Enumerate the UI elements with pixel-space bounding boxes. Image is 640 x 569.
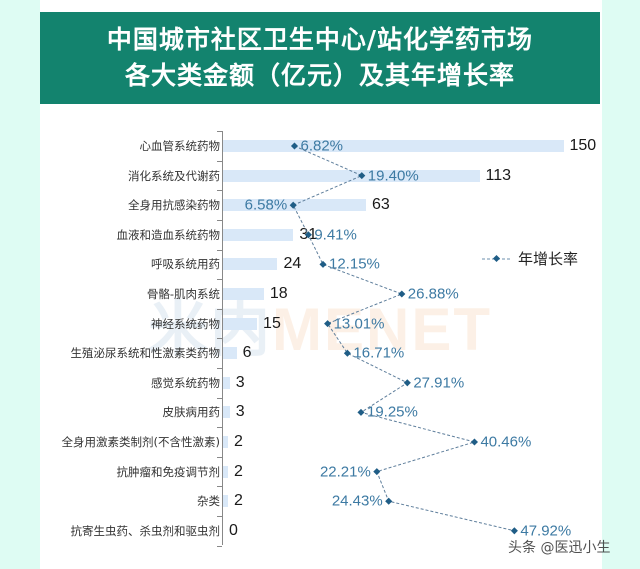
legend-line-marker-icon xyxy=(482,254,512,262)
legend-label: 年增长率 xyxy=(518,250,579,268)
axis-tick xyxy=(217,516,222,517)
axis-tick xyxy=(217,456,222,458)
category-label: 心血管系统药物 xyxy=(139,139,221,153)
axis-tick xyxy=(217,279,222,281)
amount-value-label: 2 xyxy=(234,462,243,480)
category-label: 生殖泌尿系统和性激素类药物 xyxy=(70,346,221,361)
amount-value-label: 6 xyxy=(242,344,252,362)
amount-bar xyxy=(223,169,480,182)
growth-rate-label: 22.21% xyxy=(319,463,371,481)
amount-bar xyxy=(223,347,237,360)
axis-tick xyxy=(217,397,222,399)
category-label: 抗肿瘤和免疫调节剂 xyxy=(116,464,221,479)
axis-tick xyxy=(217,190,222,192)
growth-rate-label: 27.91% xyxy=(413,374,465,392)
chart-title: 中国城市社区卫生中心/站化学药市场 各大类金额（亿元）及其年增长率 xyxy=(40,12,600,104)
growth-rate-label: 24.43% xyxy=(331,492,383,510)
amount-bar xyxy=(223,436,228,448)
axis-tick xyxy=(217,220,222,221)
axis-tick xyxy=(217,368,222,369)
growth-rate-label: 19.40% xyxy=(367,167,419,185)
axis-tick xyxy=(217,308,222,310)
growth-rate-label: 6.82% xyxy=(300,137,344,155)
title-line-2: 各大类金额（亿元）及其年增长率 xyxy=(124,61,515,90)
axis-tick xyxy=(217,249,222,251)
axis-tick xyxy=(217,427,222,429)
category-label: 神经系统药物 xyxy=(151,316,220,331)
growth-rate-label: 40.46% xyxy=(480,433,532,451)
category-label: 皮肤病用药 xyxy=(162,405,221,420)
amount-bar xyxy=(223,140,564,152)
axis-tick xyxy=(217,338,222,340)
amount-value-label: 150 xyxy=(569,137,597,154)
category-label: 抗寄生虫药、杀虫剂和驱虫剂 xyxy=(70,523,221,538)
y-axis xyxy=(222,131,223,545)
growth-rate-label: 9.41% xyxy=(314,226,357,244)
category-label: 全身用激素类制剂(不含性激素) xyxy=(61,435,220,449)
amount-bar xyxy=(223,317,258,330)
amount-bar xyxy=(223,376,230,389)
amount-bar xyxy=(223,495,228,508)
growth-rate-label: 13.01% xyxy=(333,315,385,333)
amount-value-label: 3 xyxy=(235,403,245,421)
growth-rate-label: 12.15% xyxy=(329,255,380,273)
axis-tick xyxy=(217,160,222,162)
axis-tick xyxy=(217,545,222,547)
category-label: 呼吸系统用药 xyxy=(151,257,220,272)
category-label: 消化系统及代谢药 xyxy=(128,168,220,183)
amount-value-label: 24 xyxy=(283,255,302,273)
amount-value-label: 2 xyxy=(234,492,243,510)
amount-value-label: 3 xyxy=(235,373,245,391)
amount-bar xyxy=(223,406,230,419)
legend: 年增长率 xyxy=(482,248,578,269)
amount-bar xyxy=(223,465,228,478)
amount-value-label: 15 xyxy=(263,314,281,332)
amount-value-label: 2 xyxy=(234,433,243,450)
category-label: 杂类 xyxy=(197,494,220,509)
growth-rate-label: 26.88% xyxy=(407,285,459,303)
category-label: 骨骼-肌肉系统 xyxy=(146,287,220,301)
title-line-1: 中国城市社区卫生中心/站化学药市场 xyxy=(106,25,534,54)
category-label: 全身用抗感染药物 xyxy=(128,198,220,213)
amount-value-label: 18 xyxy=(269,285,288,302)
source-credit: 头条 @医迅小生 xyxy=(508,540,611,556)
axis-tick xyxy=(217,131,222,133)
amount-bar xyxy=(223,258,278,271)
amount-value-label: 0 xyxy=(229,521,238,539)
amount-value-label: 113 xyxy=(485,166,512,184)
category-label: 血液和造血系统药物 xyxy=(116,227,221,242)
growth-rate-label: 47.92% xyxy=(520,522,572,540)
amount-bar xyxy=(223,228,294,241)
axis-tick xyxy=(217,486,222,488)
amount-bar xyxy=(223,288,264,300)
amount-value-label: 63 xyxy=(372,196,390,214)
growth-rate-label: 16.71% xyxy=(353,344,405,362)
growth-rate-label: 6.58% xyxy=(244,196,288,214)
category-label: 感觉系统药物 xyxy=(151,375,220,390)
growth-rate-label: 19.25% xyxy=(366,403,418,421)
